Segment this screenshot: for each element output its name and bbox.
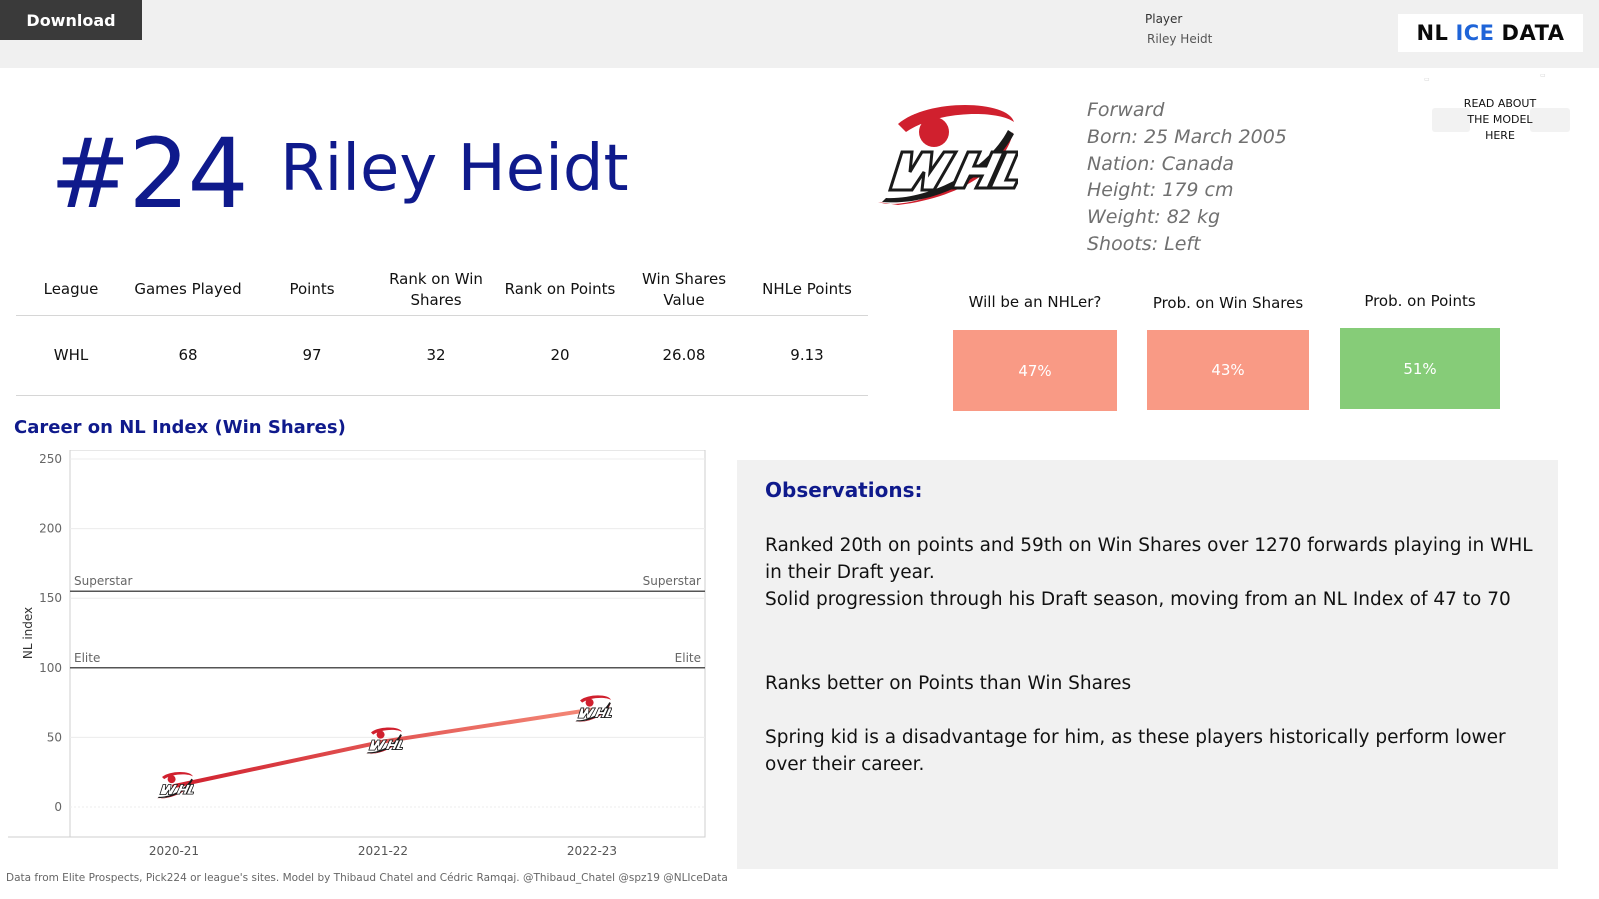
- col-header-win-shares-value: Win Shares Value: [622, 265, 746, 316]
- reference-line-label: Elite: [74, 651, 100, 665]
- jersey-number: #24: [50, 118, 249, 230]
- player-filter-label: Player: [1145, 12, 1183, 26]
- prob-card-nhler: Will be an NHLer? 47%: [953, 293, 1117, 411]
- y-tick-label: 200: [39, 522, 62, 536]
- bio-shoots: Shoots: Left: [1087, 232, 1201, 255]
- brand-part-ice: ICE: [1455, 21, 1495, 45]
- y-tick-label: 100: [39, 661, 62, 675]
- reference-line-label: Superstar: [74, 574, 132, 588]
- download-button[interactable]: Download: [0, 0, 142, 40]
- stats-table: League Games Played Points Rank on Win S…: [16, 265, 868, 396]
- read-model-label[interactable]: READ ABOUT THE MODEL HERE: [1463, 97, 1537, 142]
- col-header-games-played: Games Played: [126, 265, 250, 316]
- table-row: WHL 68 97 32 20 26.08 9.13: [16, 315, 868, 396]
- x-tick-label: 2021-22: [358, 844, 408, 858]
- col-header-rank-win-shares: Rank on Win Shares: [374, 265, 498, 316]
- cell-points: 97: [250, 315, 374, 396]
- brand-part-nl: NL: [1416, 21, 1449, 45]
- data-point-whl-icon: [156, 771, 194, 800]
- prob-box-win-shares: 43%: [1147, 330, 1309, 410]
- ghost-mark: ▭: [1424, 76, 1430, 83]
- col-header-rank-points: Rank on Points: [498, 265, 622, 316]
- y-tick-label: 250: [39, 452, 62, 466]
- cell-games-played: 68: [126, 315, 250, 396]
- player-name: Riley Heidt: [280, 132, 629, 206]
- observation-line: Solid progression through his Draft seas…: [765, 589, 1511, 610]
- model-button-pill: [1530, 108, 1570, 132]
- top-bar: Download Player Riley Heidt NL ICE DATA: [0, 0, 1599, 68]
- stats-header-row: League Games Played Points Rank on Win S…: [16, 265, 868, 316]
- observations-title: Observations:: [765, 478, 923, 502]
- bio-born: Born: 25 March 2005: [1087, 125, 1287, 148]
- x-tick-label: 2020-21: [149, 844, 199, 858]
- series-line: [172, 707, 594, 789]
- col-header-points: Points: [250, 265, 374, 316]
- prob-card-win-shares: Prob. on Win Shares 43%: [1147, 294, 1309, 410]
- model-button-pill: [1432, 108, 1470, 132]
- reference-line-label: Superstar: [643, 574, 701, 588]
- plot-frame: [69, 450, 706, 838]
- data-point-whl-icon: [574, 695, 612, 723]
- observation-line: Ranks better on Points than Win Shares: [765, 673, 1132, 694]
- cell-rank-win-shares: 32: [374, 315, 498, 396]
- observations-panel: Observations: Ranked 20th on points and …: [737, 460, 1558, 869]
- bio-weight: Weight: 82 kg: [1087, 206, 1221, 229]
- prob-label-points: Prob. on Points: [1364, 292, 1476, 310]
- career-chart: 0 50 100 150 200 250 Superstar Superstar Elite El…: [8, 450, 706, 858]
- prob-label-win-shares: Prob. on Win Shares: [1152, 294, 1304, 312]
- bio-height: Height: 179 cm: [1087, 179, 1234, 202]
- nl-ice-data-logo: NL ICE DATA: [1398, 14, 1583, 52]
- player-bio: Forward Born: 25 March 2005 Nation: Cana…: [1087, 97, 1287, 258]
- ghost-mark: ▭: [1540, 72, 1546, 79]
- read-about-model-link[interactable]: ▭ ▭ READ ABOUT THE MODEL HERE: [1420, 72, 1580, 162]
- prob-box-points: 51%: [1340, 328, 1500, 409]
- data-point-whl-icon: [365, 727, 403, 755]
- player-filter-value[interactable]: Riley Heidt: [1147, 32, 1213, 46]
- observation-line: Ranked 20th on points and 59th on Win Sh…: [765, 535, 1533, 583]
- observation-line: Spring kid is a disadvantage for him, as…: [765, 727, 1506, 775]
- cell-win-shares-value: 26.08: [622, 315, 746, 396]
- prob-card-points: Prob. on Points 51%: [1340, 292, 1500, 409]
- col-header-league: League: [16, 265, 126, 316]
- reference-line-label: Elite: [675, 651, 701, 665]
- y-tick-label: 50: [47, 730, 62, 744]
- bio-position: Forward: [1087, 99, 1165, 121]
- bio-nation: Nation: Canada: [1087, 152, 1234, 175]
- data-source-footer: Data from Elite Prospects, Pick224 or le…: [6, 872, 728, 884]
- whl-logo: [876, 103, 1018, 207]
- x-tick-label: 2022-23: [567, 844, 617, 858]
- player-filter[interactable]: Player Riley Heidt: [1145, 12, 1212, 46]
- prob-box-nhler: 47%: [953, 330, 1117, 411]
- cell-nhle-points: 9.13: [746, 315, 868, 396]
- prob-label-nhler: Will be an NHLer?: [968, 293, 1102, 311]
- y-tick-label: 150: [39, 591, 62, 605]
- cell-league: WHL: [16, 315, 126, 396]
- brand-part-data: DATA: [1501, 21, 1565, 45]
- chart-title: Career on NL Index (Win Shares): [14, 417, 346, 438]
- y-axis-label: NL index: [21, 607, 35, 659]
- cell-rank-points: 20: [498, 315, 622, 396]
- col-header-nhle-points: NHLe Points: [746, 265, 868, 316]
- y-tick-label: 0: [54, 800, 62, 814]
